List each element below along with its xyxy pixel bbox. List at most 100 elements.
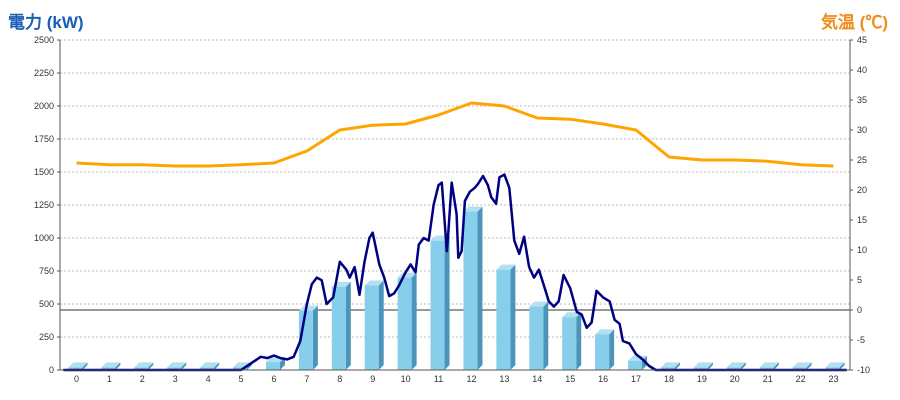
bar [825, 367, 840, 370]
bar-top [134, 362, 154, 368]
x-tick-label: 21 [763, 374, 773, 384]
bar-top [595, 329, 615, 335]
bar [792, 367, 807, 370]
x-tick-label: 15 [565, 374, 575, 384]
x-tick-label: 4 [206, 374, 211, 384]
bar-top [101, 362, 121, 368]
bar-side [839, 362, 845, 370]
left-axis-title: 電力 (kW) [8, 13, 84, 32]
bar [660, 367, 675, 370]
x-tick-label: 11 [434, 374, 443, 384]
bar [265, 362, 280, 370]
right-tick-label: -5 [857, 335, 865, 345]
right-tick-label: 0 [857, 305, 862, 315]
right-tick-label: 20 [857, 185, 867, 195]
bar-side [477, 206, 483, 370]
right-tick-label: 25 [857, 155, 867, 165]
bar-side [609, 329, 615, 370]
bar-top [167, 362, 187, 368]
bar-side [214, 362, 220, 370]
left-tick-label: 250 [39, 332, 54, 342]
bar [331, 286, 346, 370]
x-tick-label: 0 [74, 374, 79, 384]
bar-top [660, 362, 680, 368]
right-tick-label: 10 [857, 245, 867, 255]
bar-side [806, 362, 812, 370]
bar-top [529, 301, 549, 307]
bar-side [510, 264, 516, 370]
bar-top [792, 362, 812, 368]
x-tick-label: 3 [173, 374, 178, 384]
right-tick-label: 40 [857, 65, 867, 75]
bar-side [312, 305, 318, 370]
bar-side [576, 312, 582, 370]
left-tick-label: 1250 [34, 200, 54, 210]
bar-side [148, 362, 154, 370]
bar [693, 367, 708, 370]
bar-top [463, 206, 483, 212]
bar-top [562, 312, 582, 318]
bar [595, 334, 610, 370]
x-tick-label: 6 [271, 374, 276, 384]
right-tick-label: 30 [857, 125, 867, 135]
x-tick-label: 22 [796, 374, 806, 384]
x-tick-label: 2 [140, 374, 145, 384]
bar-side [411, 272, 417, 370]
bar [167, 367, 182, 370]
bar-top [364, 280, 384, 286]
x-tick-label: 5 [239, 374, 244, 384]
bar-side [279, 357, 285, 370]
bar [364, 285, 379, 370]
left-tick-label: 0 [49, 365, 54, 375]
bar-side [115, 362, 121, 370]
bar [529, 306, 544, 370]
bar-top [759, 362, 779, 368]
bar-top [496, 264, 516, 270]
bar-top [825, 362, 845, 368]
x-tick-label: 9 [370, 374, 375, 384]
left-tick-label: 1750 [34, 134, 54, 144]
bar [68, 367, 83, 370]
bar-top [200, 362, 220, 368]
x-tick-label: 1 [107, 374, 112, 384]
bar-side [740, 362, 746, 370]
bar-top [726, 362, 746, 368]
bar-side [674, 362, 680, 370]
bar [463, 211, 478, 370]
bar-side [707, 362, 713, 370]
bar-side [378, 280, 384, 370]
left-tick-label: 2250 [34, 68, 54, 78]
x-tick-label: 18 [664, 374, 674, 384]
left-tick-label: 750 [39, 266, 54, 276]
bar-side [444, 235, 450, 370]
bar-side [345, 281, 351, 370]
left-tick-label: 2500 [34, 35, 54, 45]
x-tick-label: 16 [598, 374, 608, 384]
bar [628, 360, 643, 370]
left-tick-label: 2000 [34, 101, 54, 111]
bar-top [693, 362, 713, 368]
x-tick-label: 7 [304, 374, 309, 384]
x-tick-label: 13 [499, 374, 509, 384]
right-tick-label: 15 [857, 215, 867, 225]
bar [726, 367, 741, 370]
right-axis-title: 気温 (℃) [820, 13, 888, 32]
bar [562, 317, 577, 370]
x-tick-label: 17 [631, 374, 641, 384]
bar-side [82, 362, 88, 370]
x-tick-label: 8 [337, 374, 342, 384]
temperature-line [76, 101, 834, 168]
bar [430, 240, 445, 370]
bar [134, 367, 149, 370]
power-load-line [63, 173, 847, 372]
bar-side [773, 362, 779, 370]
bar-top [298, 305, 318, 311]
bar-side [181, 362, 187, 370]
right-tick-label: 35 [857, 95, 867, 105]
right-tick-label: -10 [857, 365, 870, 375]
bar-top [68, 362, 88, 368]
right-tick-label: 45 [857, 35, 867, 45]
x-tick-label: 12 [466, 374, 476, 384]
right-tick-label: 5 [857, 275, 862, 285]
